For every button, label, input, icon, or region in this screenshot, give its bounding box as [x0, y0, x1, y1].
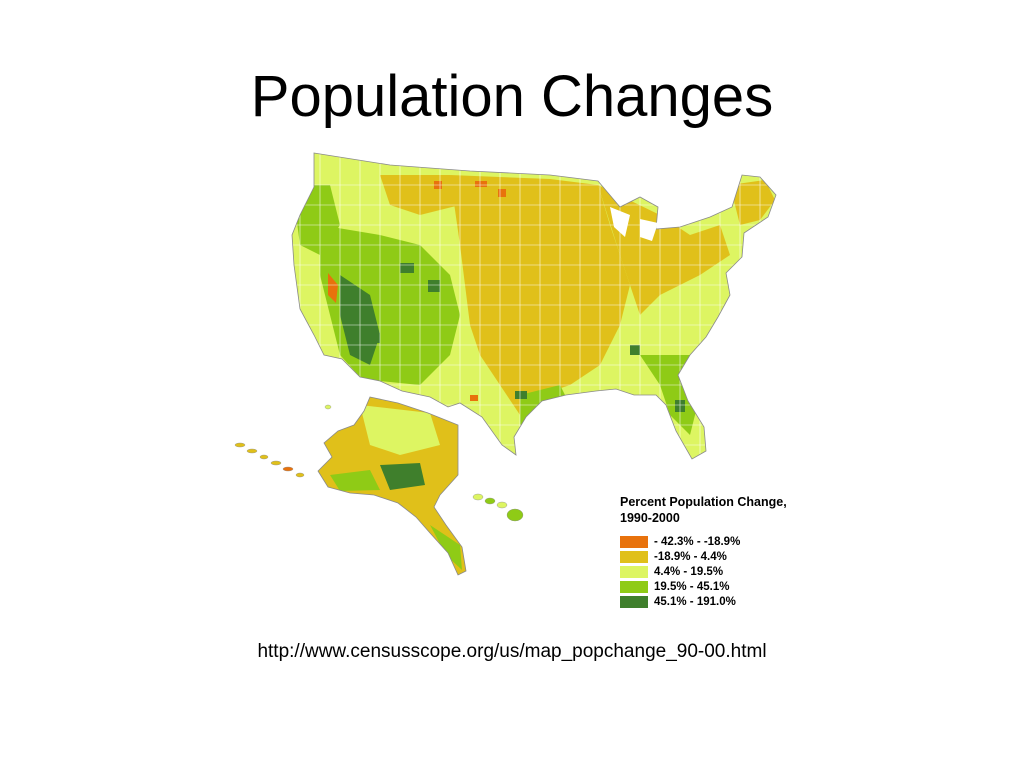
west-texas-decline [470, 395, 478, 401]
alaska-high-growth [380, 463, 425, 490]
legend-item: 4.4% - 19.5% [620, 564, 820, 579]
us-population-change-map [234, 152, 777, 576]
alaska-outline [317, 396, 467, 576]
legend-item: 19.5% - 45.1% [620, 579, 820, 594]
slide-title: Population Changes [250, 64, 774, 129]
alaska-growth-mid [330, 470, 380, 491]
california-strong-decline [328, 273, 338, 303]
legend-label: - 42.3% - -18.9% [654, 535, 741, 548]
lake-michigan [610, 207, 630, 237]
aleutian-islands [234, 404, 332, 478]
legend-title: Percent Population Change, 1990-2000 [620, 495, 787, 525]
legend-label: -18.9% - 4.4% [654, 550, 727, 563]
legend-label: 45.1% - 191.0% [654, 595, 736, 608]
legend-swatch [620, 535, 648, 548]
legend-label: 19.5% - 45.1% [654, 580, 730, 593]
legend-swatch [620, 550, 648, 563]
source-url: http://www.censusscope.org/us/map_popcha… [257, 641, 767, 662]
north-dakota-decline [475, 181, 487, 187]
alaska-growth-low [360, 405, 440, 455]
north-dakota-decline-2 [498, 189, 506, 197]
legend-item: -18.9% - 4.4% [620, 549, 820, 564]
legend-swatch [620, 595, 648, 608]
colorado-high-growth [400, 263, 414, 273]
map-legend: Percent Population Change, 1990-2000 - 4… [620, 494, 820, 609]
legend-swatch [620, 580, 648, 593]
arizona-high-growth [370, 333, 380, 343]
new-england-decline-region [730, 180, 775, 225]
legend-items: - 42.3% - -18.9% -18.9% - 4.4% 4.4% - 19.5… [620, 534, 820, 609]
legend-label: 4.4% - 19.5% [654, 565, 724, 578]
legend-item: - 42.3% - -18.9% [620, 534, 820, 549]
atlanta-high-growth [630, 345, 640, 355]
alaska-panhandle-growth [430, 525, 462, 570]
hawaii [472, 493, 524, 522]
lake-huron [640, 219, 658, 241]
contiguous-us [292, 153, 776, 459]
legend-swatch [620, 565, 648, 578]
us-outline [291, 152, 777, 460]
texas-high-growth [515, 391, 527, 399]
alaska [318, 397, 466, 575]
legend-item: 45.1% - 191.0% [620, 594, 820, 609]
colorado-high-growth-2 [428, 280, 440, 292]
rust-belt-decline-region [598, 185, 730, 315]
